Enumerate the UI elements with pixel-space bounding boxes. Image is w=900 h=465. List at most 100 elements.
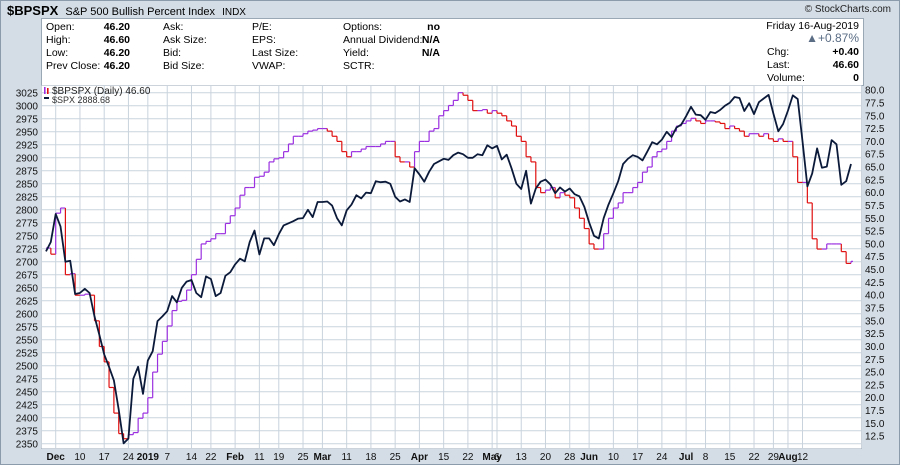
volume-value: 0 <box>853 72 859 84</box>
left-axis: 2350 2375 2400 2425 2450 2475 2500 2525 2550 2575… <box>16 88 39 450</box>
quote-panel: Open: 46.20 High: 46.60 Low: 46.20 Prev … <box>41 18 864 86</box>
left-tick-label: 2350 <box>16 439 39 450</box>
left-tick-label: 2750 <box>16 231 39 242</box>
x-tick-label: 11 <box>254 452 265 463</box>
x-tick-label: Mar <box>314 452 332 463</box>
x-axis: Dec 10 17 24 2019 7 14 22 Feb 11 19 25 Mar 11 18 25 Apr 1… <box>47 452 809 463</box>
legend-spx: $SPX 2888.68 <box>52 95 110 105</box>
right-tick-label: 55.0 <box>865 214 885 225</box>
left-tick-label: 2375 <box>16 426 39 437</box>
index-name: S&P 500 Bullish Percent Index <box>65 6 215 18</box>
right-tick-label: 60.0 <box>865 188 885 199</box>
left-tick-label: 2775 <box>16 218 39 229</box>
ask-size-label: Ask Size: <box>163 34 207 46</box>
change-percent: ▲+0.87% <box>806 31 859 45</box>
x-tick-label: 10 <box>608 452 620 463</box>
left-tick-label: 2725 <box>16 244 39 255</box>
x-tick-label: 8 <box>703 452 709 463</box>
price-chart: $BPSPX (Daily) 46.60 $SPX 2888.68 <box>40 84 863 450</box>
left-tick-label: 2925 <box>16 140 39 151</box>
x-tick-label: 19 <box>273 452 285 463</box>
x-tick-label: 25 <box>297 452 309 463</box>
x-tick-label: 25 <box>390 452 402 463</box>
x-tick-label: 22 <box>462 452 474 463</box>
x-tick-label: 17 <box>632 452 644 463</box>
x-tick-label: 10 <box>74 452 86 463</box>
right-tick-label: 32.5 <box>865 329 885 340</box>
right-axis: 12.5 15.0 17.5 20.0 22.525.0 27.5 30.0 32.5 35.0… <box>865 86 885 443</box>
chg-value: +0.40 <box>832 46 859 58</box>
annual-dividend-label: Annual Dividend: <box>343 34 423 46</box>
left-tick-label: 3000 <box>16 101 39 112</box>
exchange: INDX <box>222 7 246 18</box>
last-label: Last: <box>767 59 790 71</box>
x-tick-label: Jun <box>580 452 598 463</box>
right-tick-label: 72.5 <box>865 124 885 135</box>
right-tick-label: 20.0 <box>865 393 885 404</box>
x-tick-label: 20 <box>540 452 552 463</box>
brand-watermark: © StockCharts.com <box>804 4 891 15</box>
x-tick-label: 22 <box>748 452 760 463</box>
bid-size-label: Bid Size: <box>163 60 205 72</box>
x-tick-label: Apr <box>411 452 428 463</box>
left-tick-label: 2675 <box>16 270 39 281</box>
ask-label: Ask: <box>163 21 184 33</box>
open-label: Open: <box>46 21 75 33</box>
last-value: 46.60 <box>832 59 859 71</box>
quote-date: Friday 16-Aug-2019 <box>766 20 859 32</box>
right-tick-label: 52.5 <box>865 227 885 238</box>
left-tick-label: 2575 <box>16 322 39 333</box>
left-tick-label: 2975 <box>16 114 39 125</box>
left-tick-label: 3025 <box>16 88 39 99</box>
right-tick-label: 40.0 <box>865 291 885 302</box>
left-tick-label: 2800 <box>16 205 39 216</box>
right-tick-label: 57.5 <box>865 201 885 212</box>
legend: $BPSPX (Daily) 46.60 $SPX 2888.68 <box>44 86 151 105</box>
right-tick-label: 17.5 <box>865 406 885 417</box>
eps-label: EPS: <box>252 34 276 46</box>
right-tick-label: 62.5 <box>865 175 885 186</box>
high-label: High: <box>46 34 71 46</box>
chg-label: Chg: <box>767 46 790 58</box>
x-tick-label: 15 <box>724 452 736 463</box>
right-tick-label: 75.0 <box>865 111 885 122</box>
right-tick-label: 15.0 <box>865 419 885 430</box>
plot-area: $BPSPX (Daily) 46.60 $SPX 2888.68 <box>40 84 863 450</box>
right-tick-label: 47.5 <box>865 252 885 263</box>
left-tick-label: 2450 <box>16 387 39 398</box>
left-tick-label: 2850 <box>16 179 39 190</box>
x-tick-label: 12 <box>797 452 809 463</box>
spx-line <box>45 93 852 445</box>
last-size-label: Last Size: <box>252 47 299 59</box>
x-tick-label: 24 <box>656 452 668 463</box>
chart-title: $BPSPX S&P 500 Bullish Percent Index IND… <box>7 3 246 18</box>
x-tick-label: 17 <box>99 452 111 463</box>
x-tick-label: 22 <box>205 452 217 463</box>
pe-label: P/E: <box>252 21 272 33</box>
right-tick-label: 35.0 <box>865 316 885 327</box>
right-tick-label: 50.0 <box>865 239 885 250</box>
x-tick-label: 18 <box>365 452 377 463</box>
left-tick-label: 2475 <box>16 374 39 385</box>
legend-bpspx-swatch-down <box>47 88 49 94</box>
options-label: Options: <box>343 21 383 33</box>
right-tick-label: 25.0 <box>865 368 885 379</box>
right-tick-label: 30.0 <box>865 342 885 353</box>
symbol: $BPSPX <box>7 3 59 18</box>
x-tick-label: Feb <box>226 452 244 463</box>
right-tick-label: 42.5 <box>865 278 885 289</box>
right-tick-label: 80.0 <box>865 86 885 97</box>
x-tick-label: 24 <box>123 452 135 463</box>
right-tick-label: 77.5 <box>865 98 885 109</box>
prev-close-value: 46.20 <box>103 60 130 72</box>
x-tick-label: 7 <box>164 452 170 463</box>
left-tick-label: 2525 <box>16 348 39 359</box>
low-label: Low: <box>46 47 69 59</box>
left-tick-label: 2625 <box>16 296 39 307</box>
x-tick-label: Aug <box>778 452 797 463</box>
legend-bpspx-swatch <box>44 87 46 94</box>
left-tick-label: 2600 <box>16 309 39 320</box>
plot-background <box>40 84 863 450</box>
vwap-label: VWAP: <box>252 60 286 72</box>
yield-label: Yield: <box>343 47 369 59</box>
